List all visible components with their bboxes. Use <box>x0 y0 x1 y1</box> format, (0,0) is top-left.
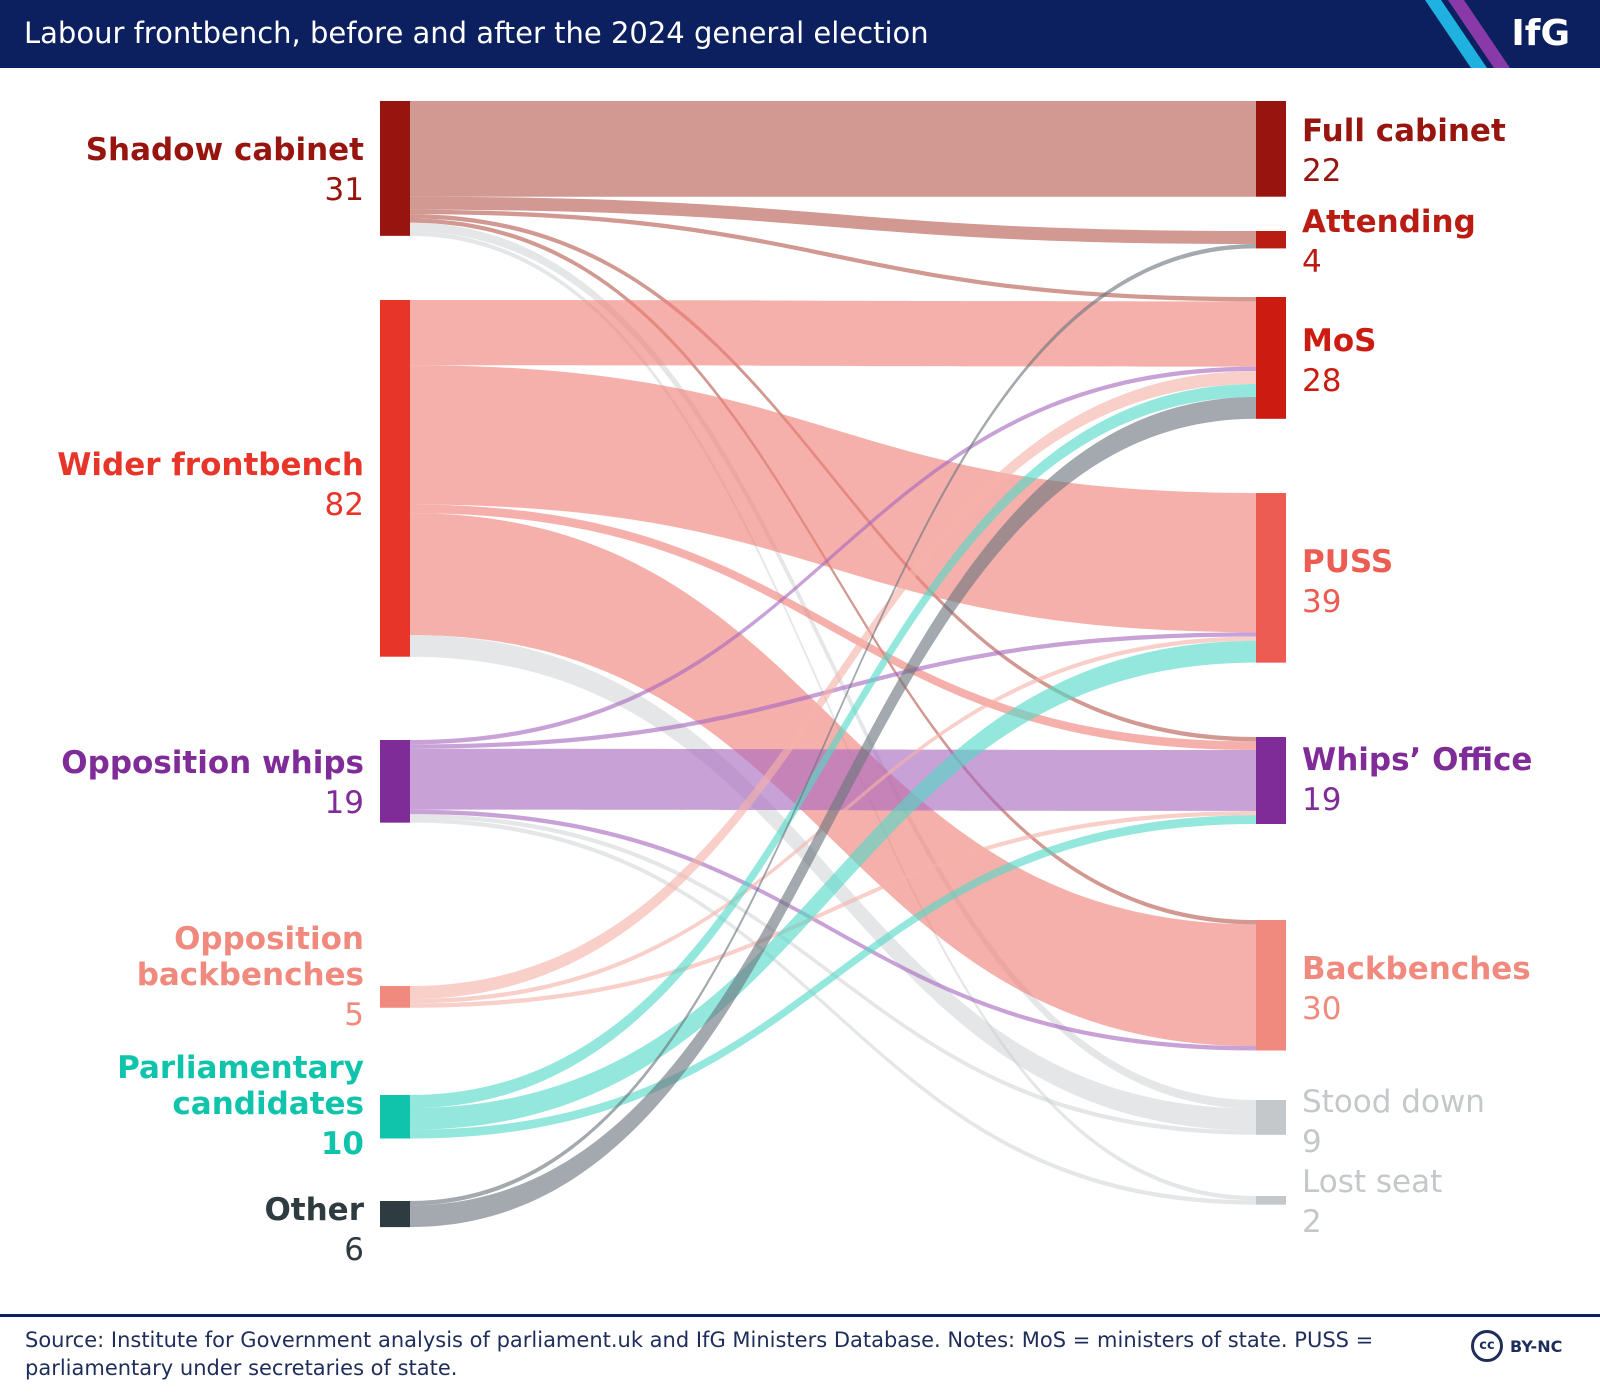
license-badge: cc BY-NC <box>1471 1330 1562 1362</box>
source-node-cand <box>380 1095 410 1139</box>
link-whips-to-lostseat <box>410 818 1256 1205</box>
link-cand-to-puss <box>410 640 1256 1130</box>
target-label-cabinet: Full cabinet <box>1302 113 1506 149</box>
link-oppback-to-mos <box>410 370 1256 1000</box>
target-value-stooddown: 9 <box>1302 1124 1322 1160</box>
link-whips-to-backbenches <box>410 809 1256 1051</box>
link-shadow-to-stooddown <box>410 222 1256 1109</box>
target-node-cabinet <box>1256 101 1286 197</box>
sankey-links <box>410 101 1256 1228</box>
target-label-lostseat: Lost seat <box>1302 1164 1442 1200</box>
target-label-attending: Attending <box>1302 204 1476 240</box>
sankey-chart: Shadow cabinet 31 Wider frontbench 82 Opposi… <box>57 101 1532 1268</box>
source-value-cand: 10 <box>321 1126 364 1162</box>
source-value-shadow: 31 <box>325 172 364 208</box>
target-value-mos: 28 <box>1302 363 1341 399</box>
target-node-puss <box>1256 493 1286 663</box>
header-bar: Labour frontbench, before and after the … <box>0 0 1600 68</box>
link-wider-to-mos <box>410 300 1256 367</box>
link-shadow-to-backbenches <box>410 218 1256 925</box>
target-value-puss: 39 <box>1302 584 1341 620</box>
target-label-backbenches: Backbenches <box>1302 951 1531 987</box>
link-cand-to-mos <box>410 384 1256 1109</box>
source-label-cand: Parliamentary <box>117 1050 364 1086</box>
target-node-stooddown <box>1256 1100 1286 1135</box>
source-node-wider <box>380 300 410 657</box>
source-value-oppback: 5 <box>344 997 364 1033</box>
link-cand-to-whipsoffice <box>410 815 1256 1139</box>
source-node-other <box>380 1201 410 1228</box>
target-label-mos: MoS <box>1302 323 1376 359</box>
link-shadow-to-cabinet <box>410 101 1256 197</box>
target-node-backbenches <box>1256 920 1286 1051</box>
source-note: Source: Institute for Government analysi… <box>25 1328 1374 1380</box>
target-label-puss: PUSS <box>1302 544 1393 580</box>
target-value-whipsoffice: 19 <box>1302 782 1341 818</box>
link-shadow-to-lostseat <box>410 231 1256 1201</box>
target-value-backbenches: 30 <box>1302 991 1341 1027</box>
source-node-whips <box>380 740 410 823</box>
source-label-shadow: Shadow cabinet <box>86 132 364 168</box>
cc-icon: cc <box>1471 1330 1503 1362</box>
target-value-lostseat: 2 <box>1302 1204 1322 1240</box>
license-text: BY-NC <box>1510 1336 1563 1356</box>
source-node-oppback <box>380 986 410 1008</box>
link-wider-to-whipsoffice <box>410 504 1256 751</box>
ifg-logo: IfG <box>1511 13 1570 54</box>
target-value-cabinet: 22 <box>1302 153 1341 189</box>
target-label-stooddown: Stood down <box>1302 1084 1485 1120</box>
source-node-shadow <box>380 101 410 236</box>
link-oppback-to-whipsoffice <box>410 810 1256 1008</box>
source-label-wider: Wider frontbench <box>57 447 364 483</box>
source-value-wider: 82 <box>325 487 364 523</box>
logo-stripes-icon <box>1425 0 1510 68</box>
source-label-oppback: Opposition <box>174 921 364 957</box>
target-node-lostseat <box>1256 1196 1286 1205</box>
target-value-attending: 4 <box>1302 244 1322 280</box>
sankey-nodes <box>380 101 1286 1228</box>
target-node-attending <box>1256 231 1286 249</box>
link-wider-to-puss <box>410 365 1256 633</box>
footer-divider <box>0 1314 1600 1317</box>
link-other-to-attending <box>410 244 1256 1206</box>
link-other-to-mos <box>410 397 1256 1228</box>
source-value-other: 6 <box>344 1232 364 1268</box>
link-shadow-to-attending <box>410 196 1256 245</box>
source-label-oppback: backbenches <box>137 957 364 993</box>
target-node-mos <box>1256 297 1286 419</box>
target-node-whipsoffice <box>1256 737 1286 824</box>
link-whips-to-mos <box>410 366 1256 745</box>
sankey-labels: Shadow cabinet 31 Wider frontbench 82 Opposi… <box>57 113 1532 1268</box>
link-whips-to-whipsoffice <box>410 748 1256 811</box>
link-shadow-to-mos <box>410 209 1256 302</box>
source-value-whips: 19 <box>325 785 364 821</box>
chart-title: Labour frontbench, before and after the … <box>24 16 929 50</box>
source-label-other: Other <box>264 1192 364 1228</box>
source-label-cand: candidates <box>172 1086 364 1122</box>
target-label-whipsoffice: Whips’ Office <box>1302 742 1532 778</box>
source-label-whips: Opposition whips <box>61 745 364 781</box>
